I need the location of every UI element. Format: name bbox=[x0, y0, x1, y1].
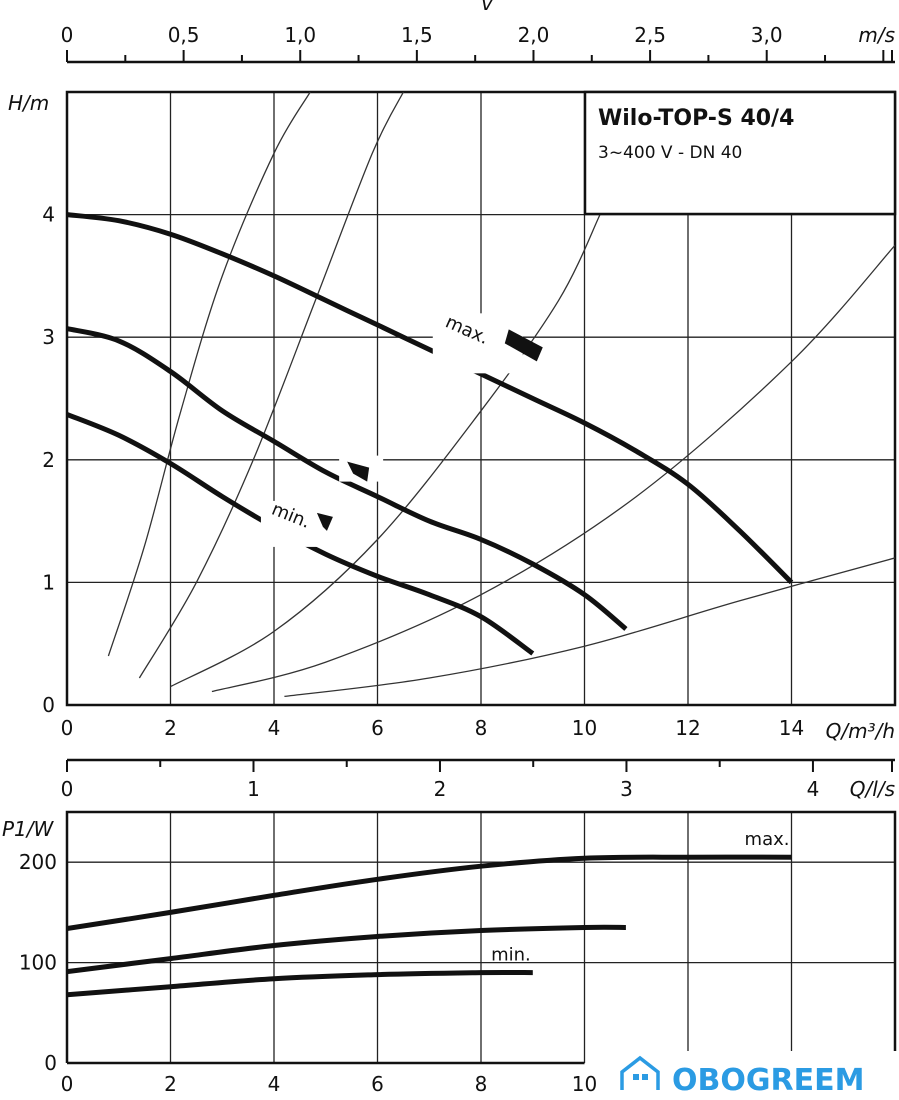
power-curve-max bbox=[67, 854, 792, 931]
top-axis-symbol: v bbox=[481, 0, 494, 15]
head-y-tick-label: 1 bbox=[42, 570, 55, 594]
head-x-tick-label: 6 bbox=[371, 716, 384, 740]
system-curve bbox=[107, 92, 311, 657]
head-x-tick-label: 8 bbox=[475, 716, 488, 740]
velocity-tick-label: 0 bbox=[61, 23, 74, 47]
title-box bbox=[583, 90, 897, 216]
speed-marker: max. bbox=[432, 312, 543, 374]
power-curve-label-max: max. bbox=[745, 829, 790, 850]
head-x-tick-label: 0 bbox=[61, 716, 74, 740]
head-x-tick-label: 2 bbox=[164, 716, 177, 740]
velocity-tick-label: 3,0 bbox=[751, 23, 783, 47]
speed-marker-shape bbox=[347, 461, 370, 482]
power-x-tick-label: 10 bbox=[572, 1072, 597, 1096]
system-curve bbox=[170, 214, 601, 688]
system-curve bbox=[211, 244, 895, 693]
qls-tick-label: 2 bbox=[434, 777, 447, 801]
head-y-tick-label: 4 bbox=[42, 203, 55, 227]
watermark-logo: OBOGREEM bbox=[620, 1055, 864, 1098]
head-plot-frame bbox=[65, 90, 897, 707]
power-y-tick-label: 100 bbox=[19, 951, 57, 975]
power-curve-mid bbox=[67, 924, 626, 975]
chart-subtitle: 3~400 V - DN 40 bbox=[598, 143, 742, 163]
velocity-tick-label: 2,0 bbox=[518, 23, 550, 47]
power-x-tick-label: 4 bbox=[268, 1072, 281, 1096]
speed-marker bbox=[339, 455, 384, 482]
head-curve-mid bbox=[66, 326, 628, 631]
speed-marker-shape bbox=[316, 512, 333, 531]
velocity-tick-label: 0,5 bbox=[168, 23, 200, 47]
velocity-tick-label: 1,0 bbox=[284, 23, 316, 47]
qls-tick-label: 1 bbox=[247, 777, 260, 801]
head-y-tick-label: 2 bbox=[42, 448, 55, 472]
qls-tick-label: 3 bbox=[620, 777, 633, 801]
head-curve-max bbox=[66, 212, 794, 585]
power-curve-label-min: min. bbox=[491, 945, 531, 966]
top-axis-label: m/s bbox=[858, 23, 895, 47]
watermark-text: OBOGREEM bbox=[672, 1063, 864, 1098]
velocity-tick-label: 1,5 bbox=[401, 23, 433, 47]
head-y-tick-label: 0 bbox=[42, 693, 55, 717]
speed-marker: min. bbox=[260, 499, 341, 547]
head-x-tick-label: 12 bbox=[675, 716, 700, 740]
h-axis-label: H/m bbox=[8, 91, 49, 115]
speed-marker-shape bbox=[504, 329, 543, 362]
p1-axis-label: P1/W bbox=[2, 817, 55, 841]
power-y-tick-label: 200 bbox=[19, 850, 57, 874]
system-curve bbox=[138, 92, 404, 679]
head-y-tick-label: 3 bbox=[42, 325, 55, 349]
head-curves bbox=[66, 212, 794, 656]
system-curve bbox=[284, 557, 895, 698]
chart-title: Wilo-TOP-S 40/4 bbox=[598, 106, 794, 131]
power-plot-frame bbox=[65, 810, 897, 1063]
velocity-tick-label: 2,5 bbox=[634, 23, 666, 47]
head-x-tick-label: 10 bbox=[572, 716, 597, 740]
power-x-tick-label: 2 bbox=[164, 1072, 177, 1096]
house-icon bbox=[620, 1055, 660, 1090]
power-y-tick-label: 0 bbox=[44, 1051, 57, 1075]
power-x-tick-label: 0 bbox=[61, 1072, 74, 1096]
power-x-tick-label: 6 bbox=[371, 1072, 384, 1096]
qls-tick-label: 4 bbox=[807, 777, 820, 801]
power-x-tick-label: 8 bbox=[475, 1072, 488, 1096]
system-curves bbox=[107, 92, 895, 698]
power-curve-min bbox=[67, 969, 533, 998]
head-x-tick-label: 4 bbox=[268, 716, 281, 740]
qls-tick-label: 0 bbox=[61, 777, 74, 801]
head-x-tick-label: 14 bbox=[779, 716, 804, 740]
power-curves bbox=[67, 854, 792, 998]
q-ls-axis-label: Q/l/s bbox=[850, 777, 895, 801]
q-m3h-axis-label: Q/m³/h bbox=[826, 719, 895, 743]
